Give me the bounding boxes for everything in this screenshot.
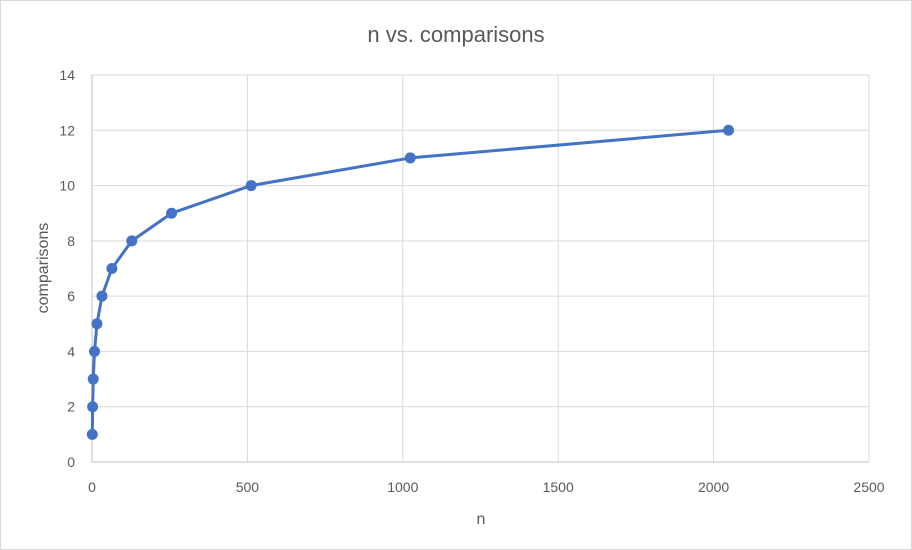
y-tick-label: 6 (67, 288, 75, 304)
y-tick-label: 2 (67, 399, 75, 415)
y-tick-label: 10 (59, 178, 75, 194)
x-axis-label: n (477, 511, 486, 528)
series-line (90, 128, 729, 435)
data-point (404, 152, 416, 164)
x-tick-label: 1500 (543, 479, 574, 495)
y-tick-label: 4 (67, 343, 75, 359)
data-point (96, 290, 108, 302)
data-point (86, 428, 98, 440)
data-point (166, 207, 178, 219)
data-point (91, 318, 103, 330)
data-point (88, 345, 100, 357)
x-tick-label: 2500 (853, 479, 884, 495)
y-tick-label: 14 (59, 67, 75, 83)
data-point (723, 124, 735, 136)
series (86, 124, 735, 440)
y-tick-label: 8 (67, 233, 75, 249)
y-tick-label: 12 (59, 122, 75, 138)
data-point (87, 373, 99, 385)
axes: 0 2 4 6 8 10 12 14 0 500 1000 1500 2000 2500 (59, 67, 884, 495)
data-point (106, 263, 118, 274)
data-point (245, 180, 257, 192)
x-tick-label: 2000 (698, 479, 729, 495)
x-tick-label: 0 (88, 479, 96, 495)
x-tick-label: 1000 (387, 479, 418, 495)
x-tick-label: 500 (236, 479, 260, 495)
y-tick-label: 0 (67, 454, 75, 470)
data-point (126, 235, 138, 247)
data-point (87, 401, 99, 413)
y-axis-label: comparisons (35, 223, 52, 314)
chart-title: n vs. comparisons (367, 22, 544, 47)
gridlines (92, 74, 870, 462)
